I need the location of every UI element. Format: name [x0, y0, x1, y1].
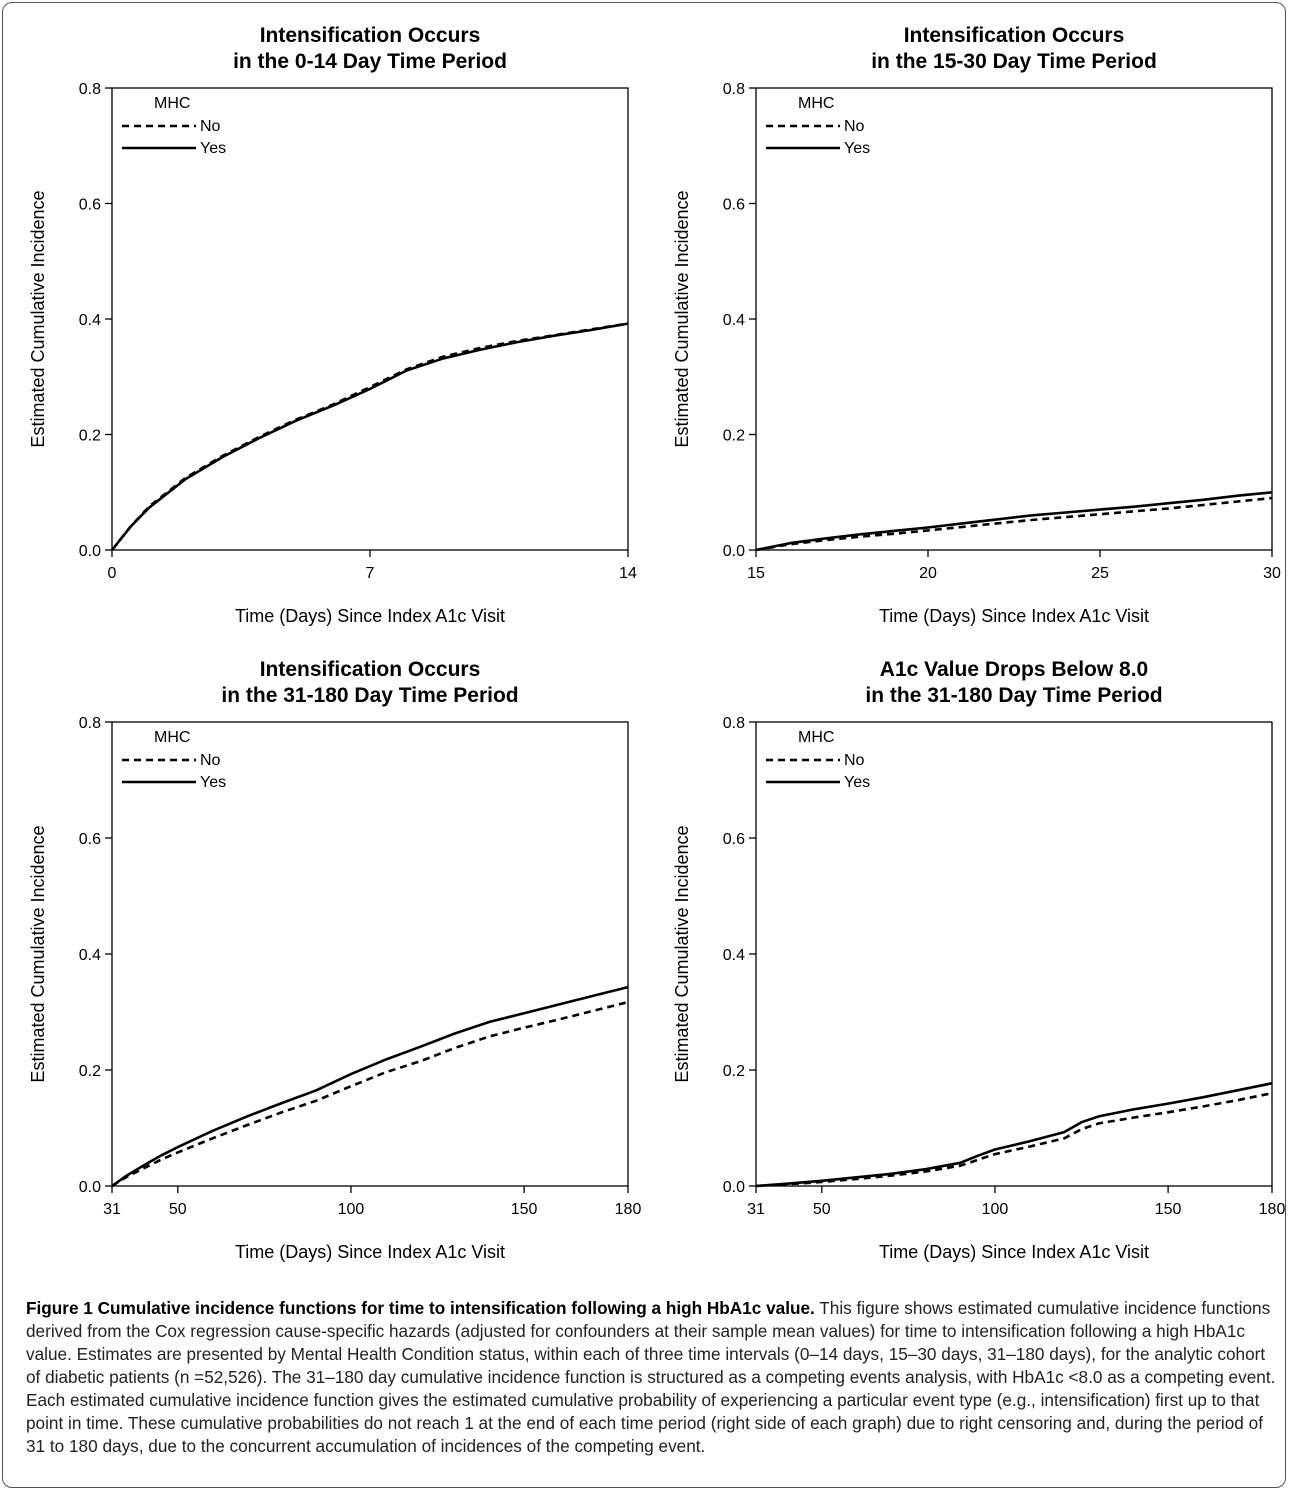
- x-tick-label: 30: [1263, 565, 1281, 582]
- legend-entry-yes: Yes: [844, 774, 870, 791]
- y-tick-label: 0.2: [79, 1063, 101, 1080]
- legend-title: MHC: [154, 729, 190, 746]
- series-line-yes: [755, 491, 1273, 552]
- chart-title-line2: in the 15-30 Day Time Period: [871, 50, 1157, 73]
- y-tick-label: 0.2: [723, 428, 745, 445]
- series-line-yes: [111, 985, 629, 1188]
- legend-entry-yes: Yes: [844, 140, 870, 157]
- legend-title: MHC: [798, 729, 834, 746]
- chart-legend: MHC No Yes: [766, 729, 870, 791]
- y-tick-label: 0.8: [723, 81, 745, 98]
- chart-title-line2: in the 0-14 Day Time Period: [233, 50, 507, 73]
- series-line-no: [110, 322, 629, 551]
- chart-title-line1: A1c Value Drops Below 8.0: [880, 658, 1148, 681]
- y-tick-label: 0.6: [79, 831, 101, 848]
- x-tick-label: 50: [169, 1201, 187, 1218]
- series-line-yes: [110, 322, 629, 551]
- x-tick-label: 14: [619, 565, 637, 582]
- chart-legend: MHC No Yes: [122, 729, 226, 791]
- chart-panel-2: Intensification Occurs in the 15-30 Day T…: [672, 24, 1281, 626]
- series-line-no: [111, 1000, 629, 1188]
- series-line-no: [755, 496, 1273, 552]
- chart-panel-1: Intensification Occurs in the 0-14 Day Ti…: [28, 24, 637, 626]
- x-axis-label: Time (Days) Since Index A1c Visit: [235, 1242, 505, 1262]
- series-line-no: [755, 1091, 1273, 1188]
- x-tick-label: 150: [1155, 1201, 1182, 1218]
- legend-entry-no: No: [200, 752, 221, 769]
- y-axis-label: Estimated Cumulative Incidence: [28, 190, 48, 447]
- legend-title: MHC: [154, 95, 190, 112]
- y-tick-label: 0.0: [79, 543, 101, 560]
- x-tick-label: 15: [747, 565, 765, 582]
- y-tick-label: 0.0: [723, 1179, 745, 1196]
- x-tick-label: 100: [982, 1201, 1009, 1218]
- y-tick-label: 0.4: [79, 947, 101, 964]
- legend-entry-yes: Yes: [200, 774, 226, 791]
- legend-title: MHC: [798, 95, 834, 112]
- plot-area-frame: [111, 721, 629, 1187]
- x-axis-label: Time (Days) Since Index A1c Visit: [235, 606, 505, 626]
- x-axis-label: Time (Days) Since Index A1c Visit: [879, 606, 1149, 626]
- chart-title-line2: in the 31-180 Day Time Period: [865, 684, 1162, 707]
- series-line-yes: [755, 1082, 1273, 1188]
- x-tick-label: 7: [366, 565, 375, 582]
- y-tick-label: 0.2: [79, 428, 101, 445]
- legend-entry-no: No: [844, 118, 865, 135]
- y-axis-label: Estimated Cumulative Incidence: [672, 825, 692, 1082]
- figure-plots: Intensification Occurs in the 0-14 Day Ti…: [28, 24, 1285, 1262]
- plot-area-frame: [111, 87, 629, 551]
- chart-title-line1: Intensification Occurs: [260, 24, 481, 47]
- y-axis-label: Estimated Cumulative Incidence: [672, 190, 692, 447]
- y-tick-label: 0.0: [79, 1179, 101, 1196]
- chart-title-line1: Intensification Occurs: [904, 24, 1125, 47]
- chart-title-line1: Intensification Occurs: [260, 658, 481, 681]
- x-axis-label: Time (Days) Since Index A1c Visit: [879, 1242, 1149, 1262]
- y-tick-label: 0.8: [723, 715, 745, 732]
- x-tick-label: 180: [615, 1201, 642, 1218]
- y-tick-label: 0.2: [723, 1063, 745, 1080]
- plot-area-frame: [755, 721, 1273, 1187]
- y-tick-label: 0.4: [723, 947, 745, 964]
- y-tick-label: 0.6: [79, 197, 101, 214]
- y-axis-label: Estimated Cumulative Incidence: [28, 825, 48, 1082]
- y-tick-label: 0.8: [79, 715, 101, 732]
- chart-title-line2: in the 31-180 Day Time Period: [221, 684, 518, 707]
- legend-entry-no: No: [844, 752, 865, 769]
- chart-legend: MHC No Yes: [122, 95, 226, 157]
- legend-entry-no: No: [200, 118, 221, 135]
- x-tick-label: 31: [103, 1201, 121, 1218]
- y-tick-label: 0.4: [79, 312, 101, 329]
- plot-area-frame: [755, 87, 1273, 551]
- x-tick-label: 0: [108, 565, 117, 582]
- x-tick-label: 180: [1259, 1201, 1286, 1218]
- y-tick-label: 0.6: [723, 831, 745, 848]
- figure-caption: Figure 1 Cumulative incidence functions …: [26, 1297, 1276, 1458]
- x-tick-label: 25: [1091, 565, 1109, 582]
- caption-text: This figure shows estimated cumulative i…: [26, 1298, 1276, 1456]
- legend-entry-yes: Yes: [200, 140, 226, 157]
- x-tick-label: 50: [813, 1201, 831, 1218]
- x-tick-label: 150: [511, 1201, 538, 1218]
- chart-panel-3: Intensification Occurs in the 31-180 Day …: [28, 658, 641, 1262]
- chart-panel-4: A1c Value Drops Below 8.0 in the 31-180 D…: [672, 658, 1285, 1262]
- y-tick-label: 0.8: [79, 81, 101, 98]
- chart-legend: MHC No Yes: [766, 95, 870, 157]
- y-tick-label: 0.4: [723, 312, 745, 329]
- caption-figure-label: Figure 1 Cumulative incidence functions …: [26, 1298, 815, 1318]
- x-tick-label: 31: [747, 1201, 765, 1218]
- y-tick-label: 0.0: [723, 543, 745, 560]
- x-tick-label: 20: [919, 565, 937, 582]
- x-tick-label: 100: [338, 1201, 365, 1218]
- y-tick-label: 0.6: [723, 197, 745, 214]
